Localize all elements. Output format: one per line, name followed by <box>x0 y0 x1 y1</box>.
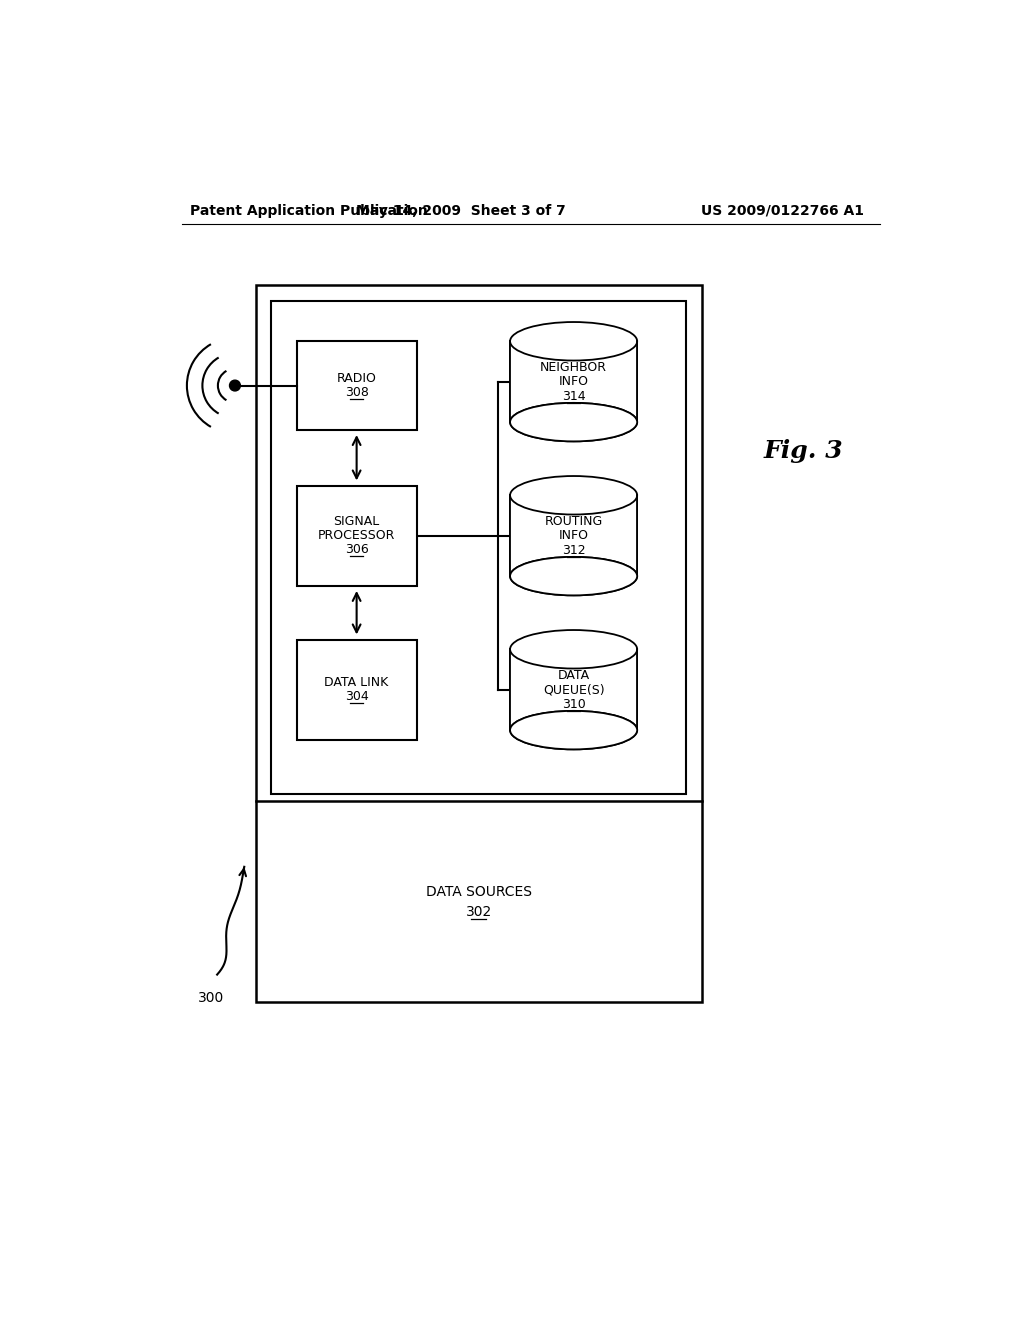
Text: SIGNAL: SIGNAL <box>334 515 380 528</box>
FancyBboxPatch shape <box>297 342 417 430</box>
FancyBboxPatch shape <box>510 495 637 576</box>
Text: 310: 310 <box>562 698 586 710</box>
Text: 312: 312 <box>562 544 586 557</box>
Text: NEIGHBOR: NEIGHBOR <box>540 360 607 374</box>
FancyBboxPatch shape <box>297 486 417 586</box>
Text: Fig. 3: Fig. 3 <box>764 440 843 463</box>
Ellipse shape <box>510 711 637 750</box>
Text: May 14, 2009  Sheet 3 of 7: May 14, 2009 Sheet 3 of 7 <box>356 203 566 218</box>
Ellipse shape <box>510 557 637 595</box>
Text: Patent Application Publication: Patent Application Publication <box>190 203 428 218</box>
Text: QUEUE(S): QUEUE(S) <box>543 684 604 696</box>
FancyBboxPatch shape <box>256 285 701 1002</box>
Text: PROCESSOR: PROCESSOR <box>317 529 395 543</box>
FancyBboxPatch shape <box>271 301 686 793</box>
Ellipse shape <box>510 557 637 595</box>
Ellipse shape <box>510 711 637 750</box>
Text: INFO: INFO <box>559 375 589 388</box>
Text: RADIO: RADIO <box>337 372 377 385</box>
FancyBboxPatch shape <box>297 640 417 739</box>
Text: 308: 308 <box>345 385 369 399</box>
Ellipse shape <box>510 630 637 668</box>
Ellipse shape <box>510 403 637 441</box>
Text: INFO: INFO <box>559 529 589 543</box>
Ellipse shape <box>510 322 637 360</box>
Text: 314: 314 <box>562 389 586 403</box>
Text: DATA: DATA <box>557 669 590 681</box>
Ellipse shape <box>510 477 637 515</box>
Text: 300: 300 <box>198 991 224 1005</box>
FancyBboxPatch shape <box>510 342 637 422</box>
Text: 304: 304 <box>345 690 369 704</box>
Circle shape <box>229 380 241 391</box>
Text: DATA SOURCES: DATA SOURCES <box>426 886 531 899</box>
FancyBboxPatch shape <box>510 649 637 730</box>
Text: DATA LINK: DATA LINK <box>325 676 389 689</box>
Text: 306: 306 <box>345 543 369 556</box>
Ellipse shape <box>510 403 637 441</box>
Text: US 2009/0122766 A1: US 2009/0122766 A1 <box>701 203 864 218</box>
Text: ROUTING: ROUTING <box>545 515 603 528</box>
Text: 302: 302 <box>466 906 492 919</box>
